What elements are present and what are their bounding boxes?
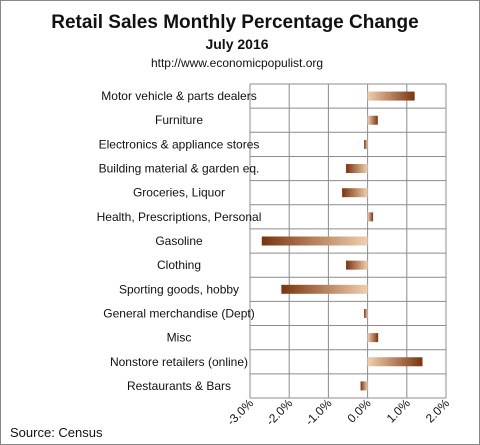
bar: [367, 357, 423, 367]
bar: [367, 333, 379, 343]
category-label: Sporting goods, hobby: [119, 282, 239, 296]
x-tick-label: -1.0%: [302, 396, 334, 428]
chart-title: Retail Sales Monthly Percentage Change: [51, 12, 418, 33]
category-label: Building material & garden eq.: [99, 162, 260, 176]
category-label: Clothing: [157, 258, 201, 272]
category-label: Misc: [167, 331, 192, 345]
category-label: Motor vehicle & parts dealers: [101, 89, 256, 103]
x-tick-label: 1.0%: [384, 396, 413, 425]
category-label: Restaurants & Bars: [127, 379, 231, 393]
x-tick-label: 0.0%: [344, 396, 373, 425]
category-label: Gasoline: [155, 234, 203, 248]
category-label: Furniture: [155, 113, 203, 127]
bars: [261, 91, 423, 391]
category-label: Nonstore retailers (online): [110, 355, 248, 369]
category-label: General merchandise (Dept): [103, 306, 254, 320]
bar: [367, 91, 415, 101]
bar: [281, 284, 368, 294]
chart-url: http://www.economicpopulist.org: [151, 56, 323, 70]
x-tick-label: 2.0%: [423, 396, 452, 425]
bar: [342, 188, 368, 198]
bar: [364, 308, 368, 318]
bar: [360, 381, 368, 391]
category-label: Health, Prescriptions, Personal: [97, 210, 262, 224]
x-tick-labels: -3.0% -2.0% -1.0% 0.0% 1.0% 2.0%: [224, 396, 452, 428]
bar: [346, 164, 368, 174]
category-label: Groceries, Liquor: [133, 186, 225, 200]
bar: [346, 260, 368, 270]
bar: [261, 236, 368, 246]
x-tick-label: -2.0%: [263, 396, 295, 428]
grid-lines: [249, 83, 447, 399]
category-label: Electronics & appliance stores: [99, 137, 260, 151]
bar: [367, 115, 378, 125]
x-tick-label: -3.0%: [224, 396, 256, 428]
source-note: Source: Census: [10, 425, 103, 440]
bar: [364, 139, 368, 149]
bar: [367, 212, 374, 222]
category-labels: Motor vehicle & parts dealers Furniture El…: [97, 89, 262, 393]
chart-subtitle: July 2016: [205, 36, 268, 52]
